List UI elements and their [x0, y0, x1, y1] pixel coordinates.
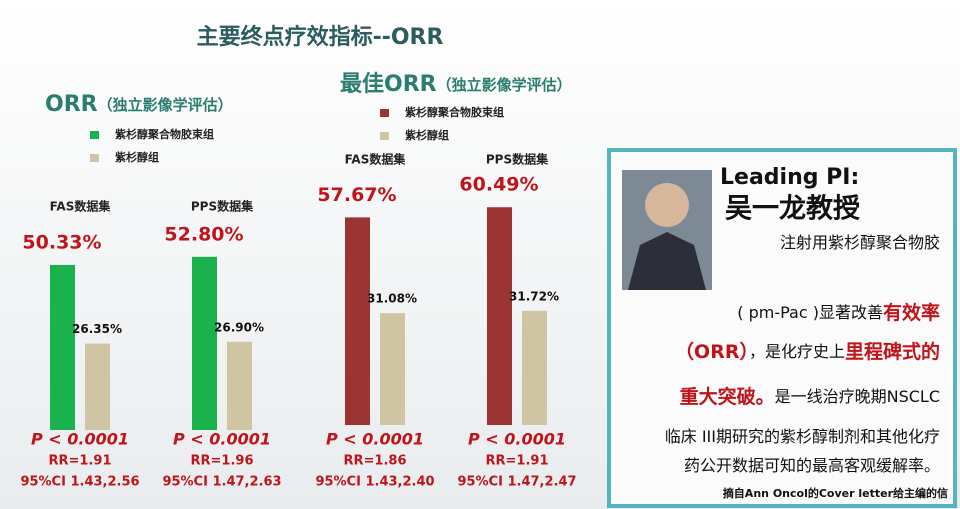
stat-annotation: P < 0.0001 [31, 430, 129, 449]
panel-text: （ORR） [675, 340, 749, 363]
legend-label: 紫杉醇聚合物胶束组 [115, 127, 214, 141]
slide-title: 主要终点疗效指标--ORR [197, 24, 444, 50]
bar [345, 217, 370, 425]
bar [487, 207, 512, 425]
category-label: FAS数据集 [345, 152, 407, 167]
panel-footnote: 摘自Ann Oncol的Cover letter给主编的信 [723, 486, 948, 500]
panel-line: ( pm-Pac )显著改善有效率 [737, 301, 940, 324]
bar [85, 343, 110, 430]
chart-title: 最佳ORR（独立影像学评估） [340, 72, 572, 97]
panel-line: （ORR），是化疗史上里程碑式的 [675, 340, 940, 363]
panel-text: ，是化疗史上 [749, 342, 845, 361]
legend-label: 紫杉醇组 [405, 128, 449, 142]
bar [380, 313, 405, 425]
chart-subtitle: （独立影像学评估） [437, 76, 572, 94]
panel-line: 重大突破。是一线治疗晚期NSCLC [680, 385, 940, 408]
stat-annotation: P < 0.0001 [468, 430, 566, 449]
bar [522, 310, 547, 425]
category-label: PPS数据集 [486, 152, 549, 167]
stat-annotation: RR=1.91 [49, 454, 112, 469]
stat-annotation: 95%CI 1.43,2.56 [20, 475, 139, 490]
panel-text: ( pm-Pac )显著改善 [737, 303, 883, 322]
panel-name: 吴一龙教授 [725, 194, 860, 225]
value-label: 31.08% [367, 292, 417, 306]
chart-subtitle: （独立影像学评估） [98, 96, 233, 114]
legend-label: 紫杉醇聚合物胶束组 [405, 105, 504, 119]
stat-annotation: RR=1.96 [191, 454, 254, 469]
category-label: FAS数据集 [50, 199, 112, 214]
stat-annotation: 95%CI 1.47,2.63 [162, 475, 281, 490]
panel-text: 重大突破。 [680, 385, 775, 408]
legend-swatch [380, 132, 389, 140]
panel-line: 药公开数据可知的最高客观缓解率。 [684, 456, 940, 475]
value-label: 26.35% [72, 322, 122, 336]
bar [227, 341, 252, 430]
legend-swatch [90, 154, 99, 162]
bar [192, 256, 217, 430]
value-label: 50.33% [22, 231, 101, 253]
value-label: 26.90% [214, 320, 264, 334]
legend-swatch [90, 131, 99, 139]
legend-label: 紫杉醇组 [115, 150, 159, 164]
stat-annotation: P < 0.0001 [326, 430, 424, 449]
value-label: 31.72% [509, 289, 559, 303]
photo-suit [628, 232, 706, 290]
panel-heading: Leading PI: [720, 165, 859, 190]
legend-swatch [380, 109, 389, 117]
panel-text: 里程碑式的 [845, 340, 940, 363]
panel-line: 注射用紫杉醇聚合物胶 [780, 233, 940, 252]
chart-title-main: ORR [45, 92, 98, 117]
stat-annotation: RR=1.91 [486, 454, 549, 469]
panel-text: 药公开数据可知的最高客观缓解率。 [684, 456, 940, 475]
photo-face [645, 183, 689, 227]
panel-text: 有效率 [883, 301, 940, 324]
value-label: 57.67% [317, 184, 396, 206]
chart-title: ORR（独立影像学评估） [45, 92, 233, 117]
panel-text: 临床 III期研究的紫杉醇制剂和其他化疗 [665, 427, 940, 446]
stat-annotation: 95%CI 1.47,2.47 [457, 475, 576, 490]
category-label: PPS数据集 [191, 199, 254, 214]
panel-text: 注射用紫杉醇聚合物胶 [780, 233, 940, 252]
panel-line: 临床 III期研究的紫杉醇制剂和其他化疗 [665, 427, 940, 446]
chart-title-main: 最佳ORR [340, 72, 437, 97]
stat-annotation: P < 0.0001 [173, 430, 271, 449]
stat-annotation: RR=1.86 [344, 454, 407, 469]
stat-annotation: 95%CI 1.43,2.40 [315, 475, 434, 490]
value-label: 52.80% [164, 223, 243, 245]
value-label: 60.49% [459, 174, 538, 196]
bar [50, 264, 75, 430]
panel-text: 是一线治疗晚期NSCLC [775, 387, 940, 406]
